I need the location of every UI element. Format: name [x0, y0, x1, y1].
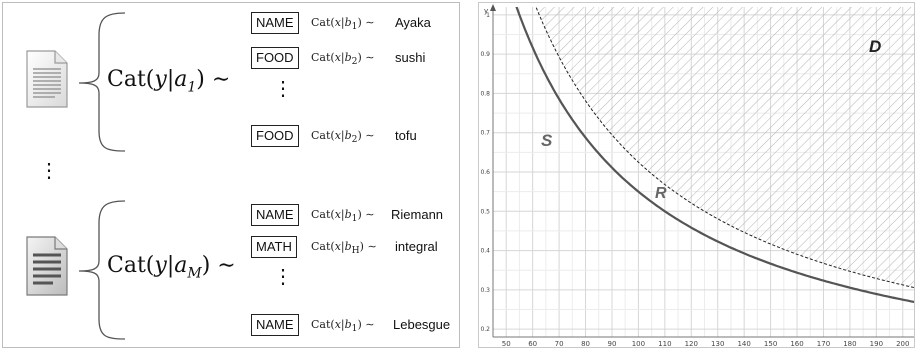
y-tick-label: 0.4: [480, 248, 490, 255]
plot-canvas: y 50 60 70 80 90 100 110 120 130 140 150 160 170 180 1…: [479, 3, 914, 348]
curve-s: [515, 7, 914, 304]
y-tick-label: 0.6: [480, 169, 490, 176]
value-text: Lebesgue: [393, 317, 451, 332]
label-r: R: [655, 185, 667, 202]
x-tick-labels: 50 60 70 80 90 100 110 120 130 140 150 160 170 180 190…: [502, 340, 910, 348]
document-icon: [25, 49, 69, 109]
cat-formula: Cat(x|b1) ∼: [311, 208, 375, 225]
vertical-ellipsis: ⋮: [273, 264, 293, 288]
tag-box: FOOD: [251, 125, 299, 147]
x-tick-label: 190: [870, 340, 883, 348]
x-tick-label: 120: [685, 340, 698, 348]
tag-box: MATH: [251, 236, 297, 258]
region-plot: y 50 60 70 80 90 100 110 120 130 140 150 160 170 180 1…: [478, 2, 915, 348]
y-tick-label: 0.7: [480, 130, 490, 137]
vertical-ellipsis: ⋮: [39, 158, 59, 182]
label-s: S: [541, 131, 553, 150]
x-tick-label: 180: [843, 340, 856, 348]
cat-formula: Cat(x|b2) ∼: [311, 51, 375, 68]
x-tick-label: 150: [764, 340, 777, 348]
brace-group-1: [78, 12, 126, 152]
y-tick-labels: 0.2 0.3 0.4 0.5 0.6 0.7 0.8 0.9 1: [480, 12, 490, 333]
value-text: Ayaka: [395, 15, 431, 30]
generative-model-diagram: Cat(y|a1) ∼ NAME Cat(x|b1) ∼ Ayaka FOOD …: [2, 2, 460, 348]
value-text: integral: [395, 239, 438, 254]
value-text: Riemann: [391, 207, 444, 222]
cat-y-a1: Cat(y|a1) ∼: [107, 67, 231, 96]
x-tick-label: 90: [608, 340, 617, 348]
x-tick-label: 50: [502, 340, 511, 348]
y-axis-name: y: [484, 7, 488, 15]
y-tick-label: 0.3: [480, 287, 490, 294]
cat-formula: Cat(x|bH) ∼: [311, 240, 377, 257]
x-tick-label: 60: [528, 340, 537, 348]
tag-box: NAME: [251, 204, 299, 226]
vertical-ellipsis: ⋮: [273, 76, 293, 100]
curve-r: [535, 7, 914, 289]
tag-box: NAME: [251, 12, 299, 34]
x-tick-label: 140: [737, 340, 750, 348]
y-tick-label: 0.8: [480, 90, 490, 97]
x-tick-label: 110: [658, 340, 671, 348]
brace-group-2: [78, 200, 126, 340]
cat-formula: Cat(x|b2) ∼: [311, 129, 375, 146]
x-tick-label: 170: [817, 340, 830, 348]
tag-box: FOOD: [251, 47, 299, 69]
y-tick-label: 0.2: [480, 326, 490, 333]
grid: [493, 7, 914, 337]
cat-y-aM: Cat(y|aM) ∼: [107, 253, 236, 282]
x-tick-label: 130: [711, 340, 724, 348]
x-tick-label: 100: [632, 340, 645, 348]
document-icon: [25, 235, 69, 297]
value-text: sushi: [395, 50, 426, 65]
x-tick-label: 200: [896, 340, 909, 348]
x-tick-label: 160: [790, 340, 803, 348]
y-tick-label: 0.9: [480, 51, 490, 58]
value-text: tofu: [395, 128, 417, 143]
y-axis-arrow-icon: [490, 4, 496, 11]
region-d-hatch: [495, 7, 914, 288]
cat-formula: Cat(x|b1) ∼: [311, 16, 375, 33]
y-tick-label: 1: [486, 12, 490, 19]
cat-formula: Cat(x|b1) ∼: [311, 318, 375, 335]
y-tick-label: 0.5: [480, 208, 490, 215]
label-d: D: [869, 37, 882, 56]
x-tick-label: 70: [555, 340, 564, 348]
tag-box: NAME: [251, 314, 299, 336]
x-tick-label: 80: [581, 340, 590, 348]
